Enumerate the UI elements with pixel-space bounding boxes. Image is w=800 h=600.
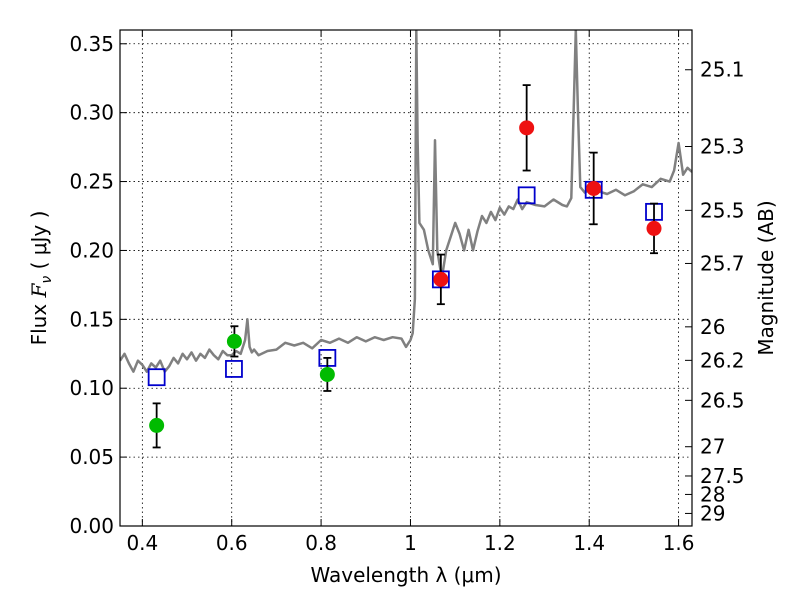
y-axis-title-subscript: ν — [39, 276, 55, 284]
x-axis-title: Wavelength λ (μm) — [310, 563, 501, 587]
y-tick-label: 0.00 — [69, 514, 114, 538]
y-tick-label: 0.30 — [69, 101, 114, 125]
optical-point — [319, 366, 335, 382]
mag-tick-label: 26.5 — [700, 388, 745, 412]
nir-point — [586, 180, 602, 196]
x-tick-label: 0.6 — [216, 531, 248, 555]
mag-tick-label: 26.2 — [700, 348, 745, 372]
x-tick-label: 0.4 — [126, 531, 158, 555]
y-tick-label: 0.10 — [69, 376, 114, 400]
y2-axis-title: Magnitude (AB) — [754, 200, 778, 355]
model-square-marker — [517, 186, 536, 205]
x-tick-label: 0.8 — [305, 531, 337, 555]
x-tick-label: 1.6 — [663, 531, 695, 555]
mag-tick-label: 29 — [700, 501, 725, 525]
mag-tick-label: 28 — [700, 482, 725, 506]
sed-line — [120, 30, 692, 373]
plot-frame — [119, 29, 693, 527]
nir-point — [646, 220, 662, 236]
mag-tick-label: 27 — [700, 435, 725, 459]
y-tick-label: 0.35 — [69, 32, 114, 56]
y-tick-label: 0.25 — [69, 170, 114, 194]
photometry-points — [147, 84, 663, 449]
mag-tick-label: 27.5 — [700, 464, 745, 488]
y-tick-label: 0.20 — [69, 238, 114, 262]
optical-point — [226, 333, 242, 349]
mag-tick-label: 25.5 — [700, 198, 745, 222]
mag-tick-label: 25.3 — [700, 135, 745, 159]
nir-point — [433, 271, 449, 287]
y-axis-title-suffix: ( μJy ) — [27, 211, 51, 276]
model-square-marker — [147, 368, 166, 387]
y-axis-title-symbol: F — [27, 282, 51, 298]
nir-point — [519, 120, 535, 136]
y-axis-title-prefix: Flux — [27, 297, 51, 345]
axis-ticks: 0.4 0.6 0.8 1 1.2 1.4 1.6 0.00 0.05 0.10 0.15 0.20 0… — [69, 30, 745, 555]
plot-background — [120, 30, 692, 526]
sed-line-group — [120, 30, 692, 373]
mag-tick-label: 26 — [700, 315, 725, 339]
model-square-marker — [225, 360, 243, 378]
optical-point — [149, 417, 165, 433]
x-tick-label: 1.2 — [484, 531, 516, 555]
y-axis-title: Flux Fν ( μJy ) — [27, 211, 55, 346]
mag-tick-label: 25.7 — [700, 251, 745, 275]
x-tick-label: 1 — [404, 531, 417, 555]
mag-tick-label: 25.1 — [700, 58, 745, 82]
x-tick-label: 1.4 — [573, 531, 605, 555]
y-tick-label: 0.05 — [69, 445, 114, 469]
y-tick-label: 0.15 — [69, 307, 114, 331]
